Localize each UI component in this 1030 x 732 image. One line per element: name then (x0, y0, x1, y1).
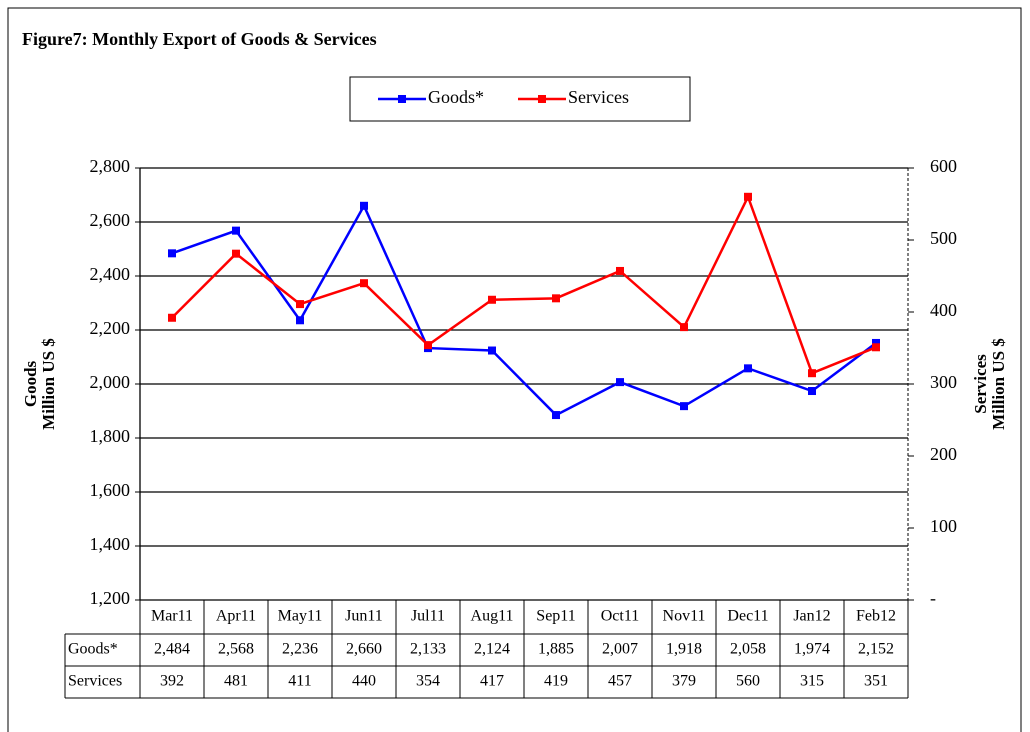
point-marker (360, 279, 368, 288)
table-cell: 1,918 (666, 641, 702, 658)
point-marker (360, 201, 368, 210)
legend-marker (538, 95, 546, 103)
table-cell: 481 (224, 673, 248, 690)
x-tick-label: Jul11 (411, 608, 445, 625)
table-cell: 440 (352, 673, 376, 690)
legend-label: Goods* (428, 87, 484, 107)
x-tick-label: Aug11 (471, 608, 514, 625)
point-marker (488, 346, 496, 355)
table-cell: 419 (544, 673, 568, 690)
y2-axis-title: Services (971, 354, 990, 414)
point-marker (232, 249, 240, 258)
y-tick-label: 2,200 (90, 318, 131, 338)
y-axis-title: Goods (21, 360, 40, 407)
series-line (171, 203, 877, 417)
table-cell: 379 (672, 673, 696, 690)
x-tick-label: Sep11 (536, 608, 575, 625)
table-cell: 2,236 (282, 641, 318, 658)
legend-label: Services (568, 87, 629, 107)
table-cell: 2,007 (602, 641, 638, 658)
point-marker (552, 411, 560, 420)
y2-tick-label: 200 (930, 444, 957, 464)
frame (7, 7, 1022, 732)
x-tick-label: Jun11 (345, 608, 383, 625)
chart-title: Figure7: Monthly Export of Goods & Servi… (22, 29, 377, 49)
y-tick-label: 1,200 (90, 588, 131, 608)
point-marker (808, 369, 816, 378)
x-tick-label: Oct11 (601, 608, 640, 625)
x-tick-label: Nov11 (663, 608, 706, 625)
table-cell: 2,568 (218, 641, 254, 658)
table-cell: 2,133 (410, 641, 446, 658)
table-cell: 1,974 (794, 641, 830, 658)
table-cell: 457 (608, 673, 632, 690)
point-marker (680, 323, 688, 332)
table-cell: 417 (480, 673, 504, 690)
series-line (171, 193, 877, 375)
y2-tick-label: 500 (930, 228, 957, 248)
point-marker (296, 300, 304, 309)
table-cell: 2,660 (346, 641, 382, 658)
table-cell: 2,058 (730, 641, 766, 658)
x-tick-label: May11 (278, 608, 323, 625)
point-marker (168, 249, 176, 258)
y2-axis-title: Million US $ (989, 338, 1008, 430)
point-marker (872, 338, 880, 347)
table-row-header: Goods* (68, 641, 118, 658)
point-marker (808, 387, 816, 396)
x-tick-label: Feb12 (856, 608, 896, 625)
point-marker (616, 378, 624, 387)
table-cell: 560 (736, 673, 760, 690)
point-marker (616, 266, 624, 275)
x-tick-label: Mar11 (151, 608, 193, 625)
y-tick-label: 2,000 (90, 372, 131, 392)
table-cell: 1,885 (538, 641, 574, 658)
table-cell: 354 (416, 673, 440, 690)
y-tick-label: 2,400 (90, 264, 131, 284)
x-tick-label: Apr11 (216, 608, 256, 625)
point-marker (872, 343, 880, 352)
y2-tick-label: 600 (930, 156, 957, 176)
point-marker (552, 294, 560, 303)
y2-tick-label: - (930, 588, 936, 608)
point-marker (488, 295, 496, 304)
point-marker (744, 192, 752, 201)
point-marker (232, 226, 240, 235)
table-cell: 351 (864, 673, 888, 690)
point-marker (744, 364, 752, 373)
table-cell: 2,152 (858, 641, 894, 658)
point-marker (168, 313, 176, 322)
y-tick-label: 2,800 (90, 156, 131, 176)
y2-tick-label: 300 (930, 372, 957, 392)
y-tick-label: 2,600 (90, 210, 131, 230)
point-marker (296, 316, 304, 325)
y2-tick-label: 400 (930, 300, 957, 320)
table-row-header: Services (68, 673, 122, 690)
point-marker (680, 402, 688, 411)
table-cell: 315 (800, 673, 824, 690)
y-tick-label: 1,400 (90, 534, 131, 554)
table-cell: 411 (288, 673, 311, 690)
legend-marker (398, 95, 406, 103)
point-marker (424, 341, 432, 350)
y-tick-label: 1,600 (90, 480, 131, 500)
y2-tick-label: 100 (930, 516, 957, 536)
table-cell: 2,124 (474, 641, 510, 658)
table-cell: 2,484 (154, 641, 190, 658)
table-cell: 392 (160, 673, 184, 690)
x-tick-label: Jan12 (793, 608, 830, 625)
y-axis-title: Million US $ (39, 338, 58, 430)
y-tick-label: 1,800 (90, 426, 131, 446)
x-tick-label: Dec11 (727, 608, 768, 625)
